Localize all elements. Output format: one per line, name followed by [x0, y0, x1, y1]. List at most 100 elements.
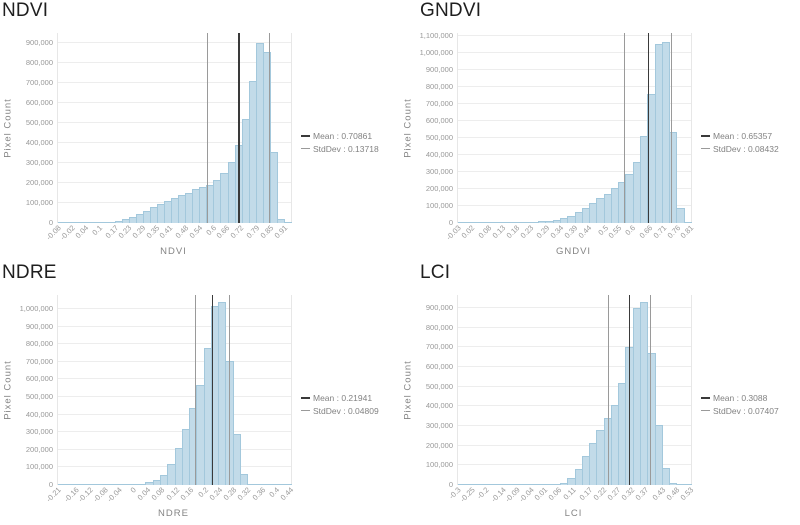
- y-tick-label: 600,000: [25, 374, 53, 384]
- y-tick-label: 900,000: [25, 321, 53, 331]
- y-tick-label: 0: [48, 480, 53, 489]
- x-tick-label: 0.91: [272, 223, 289, 240]
- gridline: [458, 102, 691, 104]
- histogram-bar: [661, 468, 671, 485]
- y-tick-label: 700,000: [425, 342, 453, 352]
- gridline: [58, 360, 291, 362]
- gridline: [58, 343, 291, 345]
- legend-stddev-label: StdDev : 0.04809: [313, 405, 379, 416]
- y-axis-tick-labels: 0 100,000 200,000 300,000 400,000 500,000 600,…: [400, 295, 453, 488]
- mean-line: [238, 33, 240, 223]
- x-tick-label: 0.54: [187, 223, 205, 240]
- y-tick-label: 500,000: [25, 118, 53, 127]
- mean-line: [628, 295, 631, 485]
- gridline: [458, 204, 691, 206]
- x-tick-label: -0.04: [105, 485, 124, 504]
- histogram-bars: [458, 33, 692, 223]
- y-tick-label: 900,000: [425, 64, 453, 74]
- y-tick-label: 300,000: [25, 158, 53, 167]
- stddev-line-swatch: [701, 148, 710, 149]
- chart-title: NDRE: [2, 262, 57, 283]
- y-tick-label: 400,000: [425, 401, 453, 411]
- y-tick-label: 700,000: [425, 98, 453, 108]
- histogram-bar: [654, 424, 663, 485]
- legend-mean-row: Mean : 0.3088: [701, 391, 779, 404]
- gridline: [458, 346, 691, 348]
- stddev-lower-line: [206, 33, 208, 223]
- stddev-upper-line: [229, 295, 231, 485]
- histogram-bar: [240, 473, 249, 485]
- y-tick-label: 900,000: [25, 38, 53, 47]
- x-tick-label: -0.2: [475, 485, 491, 501]
- x-axis-title: GNDVI: [555, 246, 592, 257]
- chart-title: NDVI: [2, 0, 49, 21]
- chart-title: LCI: [420, 262, 451, 283]
- x-tick-label: 0.37: [634, 485, 651, 502]
- y-tick-label: 900,000: [425, 302, 453, 312]
- chart-gndvi: GNDVI Pixel Count 0 100,000 200,000 300,000…: [400, 0, 800, 262]
- y-tick-label: 200,000: [425, 183, 453, 193]
- legend: Mean : 0.21941 StdDev : 0.04809: [301, 391, 379, 417]
- y-tick-label: 200,000: [425, 440, 453, 450]
- stddev-upper-line: [670, 33, 672, 223]
- y-tick-label: 1,100,000: [419, 30, 453, 40]
- mean-line-swatch: [301, 396, 310, 399]
- y-tick-label: 400,000: [425, 149, 453, 159]
- x-tick-label: -0.21: [44, 485, 63, 504]
- y-tick-label: 800,000: [425, 81, 453, 91]
- legend-mean-row: Mean : 0.21941: [301, 391, 379, 404]
- gridline: [458, 51, 691, 53]
- legend: Mean : 0.65357 StdDev : 0.08432: [701, 129, 779, 155]
- mean-line-swatch: [701, 396, 710, 399]
- gridline: [458, 187, 691, 189]
- gridline: [458, 365, 691, 367]
- chart-ndvi: NDVI Pixel Count 0 100,000 200,000 300,000 4…: [0, 0, 400, 262]
- y-tick-label: 200,000: [25, 444, 53, 454]
- y-tick-label: 400,000: [25, 409, 53, 419]
- stddev-line-swatch: [701, 410, 710, 411]
- y-tick-label: 600,000: [25, 98, 53, 107]
- y-tick-label: 700,000: [25, 78, 53, 87]
- mean-line: [647, 33, 650, 223]
- x-tick-label: 0.02: [459, 223, 477, 240]
- histogram-bars: [58, 33, 293, 223]
- gridline: [458, 385, 691, 387]
- histogram-bar: [283, 484, 292, 485]
- histogram-bar: [647, 353, 656, 485]
- gridline: [458, 464, 691, 466]
- gridline: [458, 326, 691, 328]
- legend-stddev-row: StdDev : 0.13718: [301, 142, 379, 155]
- legend-stddev-label: StdDev : 0.13718: [313, 143, 379, 154]
- y-tick-label: 300,000: [425, 166, 453, 176]
- x-axis-title: LCI: [564, 508, 583, 519]
- legend-stddev-row: StdDev : 0.07407: [701, 404, 779, 417]
- histogram-bar: [276, 219, 285, 223]
- legend-mean-row: Mean : 0.65357: [701, 129, 779, 142]
- histogram-bar: [683, 484, 692, 485]
- histogram-bars: [458, 295, 692, 485]
- histogram-bar: [269, 152, 278, 223]
- x-tick-label: 0.44: [576, 223, 594, 240]
- x-axis-tick-labels: -0.03 0.02 0.08 0.13 0.18 0.23 0.29 0.34 0.39 0.4…: [444, 223, 695, 246]
- y-tick-label: 0: [448, 218, 453, 227]
- y-tick-label: 100,000: [425, 460, 453, 470]
- y-tick-label: 400,000: [25, 138, 53, 147]
- stddev-lower-line: [608, 295, 610, 485]
- y-tick-label: 100,000: [425, 200, 453, 210]
- y-tick-label: 800,000: [25, 58, 53, 67]
- histogram-bar: [232, 433, 242, 485]
- gridline: [58, 378, 291, 380]
- mean-line: [211, 295, 214, 485]
- y-tick-label: 500,000: [425, 132, 453, 142]
- y-tick-label: 500,000: [425, 381, 453, 391]
- legend-stddev-label: StdDev : 0.08432: [713, 143, 779, 154]
- x-axis-title: NDRE: [158, 508, 189, 519]
- legend-mean-label: Mean : 0.21941: [313, 392, 373, 403]
- gridline: [58, 325, 291, 327]
- stddev-line-swatch: [301, 148, 310, 149]
- x-axis-tick-labels: -0.21 -0.16 -0.12 -0.08 -0.04 0 0.04 0.08 0.12 0.…: [44, 485, 295, 508]
- stddev-upper-line: [649, 295, 651, 485]
- x-tick-label: 0.2: [195, 485, 210, 500]
- legend-stddev-label: StdDev : 0.07407: [713, 405, 779, 416]
- x-tick-label: 0.1: [90, 223, 104, 238]
